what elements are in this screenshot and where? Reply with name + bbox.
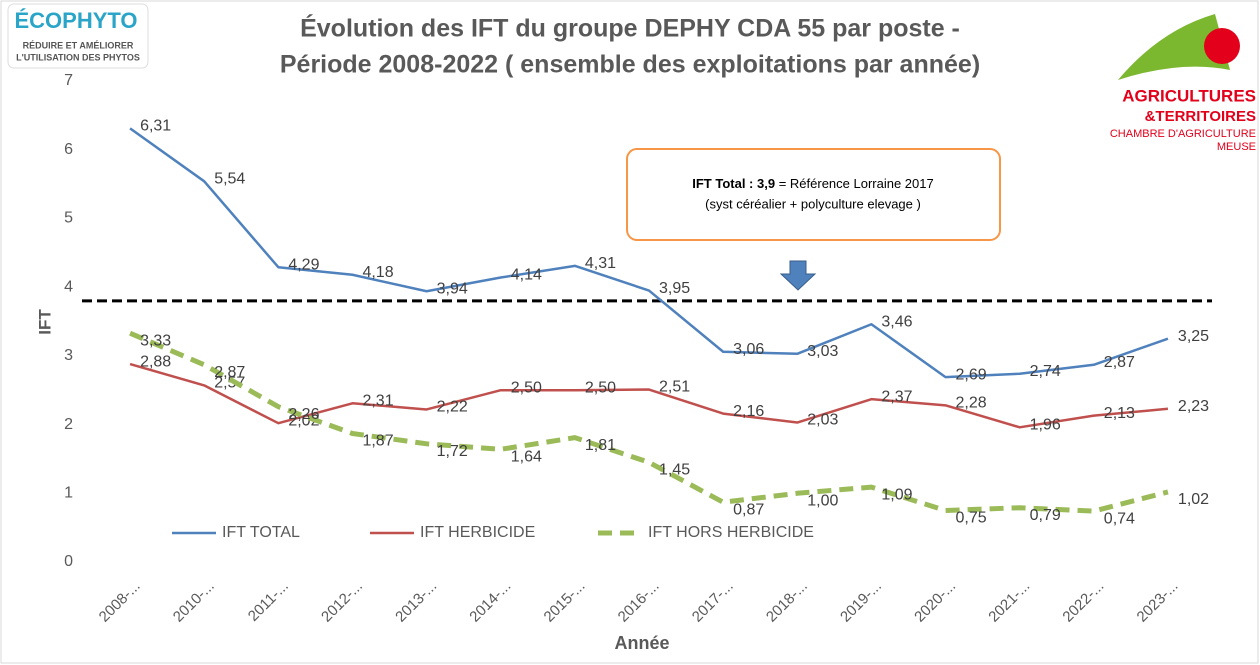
y-tick-label: 0 — [64, 553, 73, 570]
data-label: 3,03 — [807, 343, 838, 360]
data-label: 2,87 — [214, 364, 245, 381]
data-label: 2,13 — [1104, 405, 1135, 422]
legend-label: IFT TOTAL — [222, 524, 300, 541]
logo-shape — [1204, 28, 1240, 64]
data-label: 1,81 — [585, 437, 616, 454]
data-label: 5,54 — [214, 171, 245, 188]
data-label: 4,29 — [288, 256, 319, 273]
y-tick-label: 1 — [64, 485, 73, 502]
data-label: 3,25 — [1178, 328, 1209, 345]
y-tick-label: 7 — [64, 72, 73, 89]
logo-shape — [1118, 14, 1230, 80]
data-label: 1,87 — [362, 433, 393, 450]
series-line — [129, 127, 1169, 379]
y-tick-label: 6 — [64, 141, 73, 158]
data-label: 2,51 — [659, 379, 690, 396]
data-label: 2,23 — [1178, 398, 1209, 415]
data-label: 4,31 — [585, 255, 616, 272]
data-label: 1,64 — [511, 449, 542, 466]
series-line — [129, 330, 1169, 514]
data-label: 2,28 — [956, 395, 987, 412]
y-tick-label: 5 — [64, 210, 73, 227]
data-label: 0,75 — [956, 510, 987, 527]
logo-text: MEUSE — [1217, 141, 1256, 153]
data-label: 6,31 — [140, 118, 171, 135]
data-label: 2,03 — [807, 412, 838, 429]
data-label: 2,16 — [733, 403, 764, 420]
logo-text: CHAMBRE D'AGRICULTURE — [1110, 128, 1256, 140]
chart-title: Évolution des IFT du groupe DEPHY CDA 55… — [300, 14, 960, 43]
data-label: 1,72 — [437, 443, 468, 460]
data-label: 1,00 — [807, 493, 838, 510]
y-tick-label: 4 — [64, 278, 73, 295]
annotation-text: = Référence Lorraine 2017 — [779, 176, 934, 191]
data-label: 1,96 — [1030, 417, 1061, 434]
annotation-box — [626, 148, 1001, 241]
x-axis-title: Année — [614, 633, 669, 653]
y-axis-title: IFT — [35, 309, 54, 335]
series-line — [129, 362, 1169, 429]
logo-frame — [7, 3, 149, 69]
data-label: 2,57 — [214, 375, 245, 392]
annotation: IFT Total : 3,9 = Référence Lorraine 201… — [692, 176, 933, 191]
data-label: 2,22 — [437, 399, 468, 416]
data-label: 2,26 — [288, 406, 319, 423]
annotation-text: (syst céréalier + polyculture elevage ) — [705, 196, 921, 211]
data-label: 2,31 — [362, 392, 393, 409]
data-label: 2,50 — [511, 379, 542, 396]
data-label: 1,45 — [659, 462, 690, 479]
data-label: 2,87 — [1104, 354, 1135, 371]
data-label: 2,50 — [585, 379, 616, 396]
data-label: 0,87 — [733, 501, 764, 518]
logo-text: &TERRITOIRES — [1145, 108, 1256, 125]
annotation-bold: IFT Total : 3,9 — [692, 176, 775, 191]
data-label: 2,69 — [956, 366, 987, 383]
data-label: 0,74 — [1104, 510, 1135, 527]
data-label: 4,18 — [362, 264, 393, 281]
data-label: 0,79 — [1030, 507, 1061, 524]
logo-text: L'UTILISATION DES PHYTOS — [16, 52, 140, 62]
chart-subtitle: Période 2008-2022 ( ensemble des exploit… — [280, 51, 980, 79]
logo-text: AGRICULTURES — [1122, 86, 1256, 105]
data-label: 2,88 — [140, 353, 171, 370]
data-label: 1,02 — [1178, 491, 1209, 508]
logo-text: RÉDUIRE ET AMÉLIORER — [23, 40, 134, 50]
data-label: 3,95 — [659, 280, 690, 297]
data-label: 3,06 — [733, 341, 764, 358]
arrow — [779, 260, 817, 291]
legend-label: IFT HERBICIDE — [420, 524, 535, 541]
data-label: 3,46 — [881, 313, 912, 330]
data-label: 3,33 — [140, 332, 171, 349]
logo-text: ÉCOPHYTO — [14, 8, 137, 33]
legend-label: IFT HORS HERBICIDE — [648, 524, 814, 541]
data-label: 2,37 — [881, 388, 912, 405]
data-label: 4,14 — [511, 267, 542, 284]
y-tick-label: 3 — [64, 347, 73, 364]
data-label: 1,09 — [881, 486, 912, 503]
y-tick-label: 2 — [64, 416, 73, 433]
data-label: 2,74 — [1030, 363, 1061, 380]
data-label: 3,94 — [437, 280, 468, 297]
